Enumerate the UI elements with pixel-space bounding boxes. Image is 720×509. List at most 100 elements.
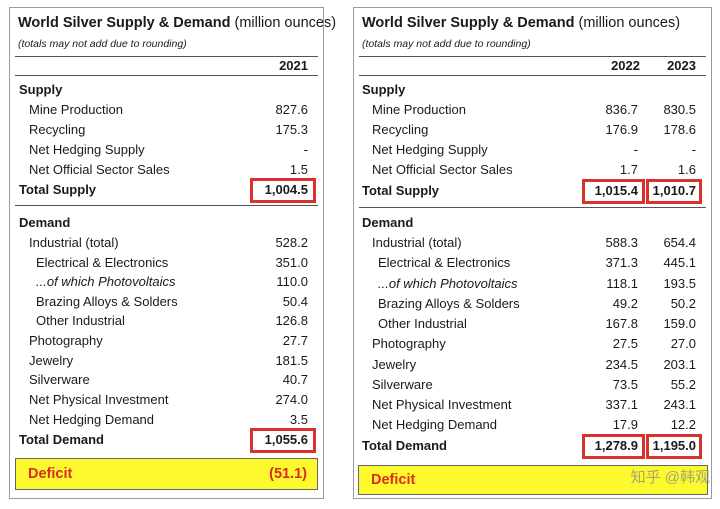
row-value: 445.1	[663, 255, 696, 270]
deficit-value: (51.1)	[269, 466, 307, 482]
row-value: 3.5	[289, 412, 308, 427]
title-text: World Silver Supply & Demand	[18, 15, 231, 31]
row-label: Other Industrial	[36, 313, 125, 328]
row-label: Other Industrial	[378, 316, 467, 331]
row-value: 243.1	[663, 397, 696, 412]
table-row: ...of which Photovoltaics 110.0	[10, 272, 323, 292]
row-label: Net Hedging Supply	[29, 142, 145, 157]
title-text: World Silver Supply & Demand	[362, 15, 575, 31]
row-value: 126.8	[275, 313, 308, 328]
row-value: 181.5	[275, 353, 308, 368]
highlight-box	[250, 428, 316, 453]
row-label: Net Official Sector Sales	[372, 162, 513, 177]
row-value: 351.0	[275, 255, 308, 270]
row-value: 1,055.6	[264, 432, 308, 447]
row-label: Recycling	[29, 122, 86, 137]
table-row: Brazing Alloys & Solders 50.4	[10, 292, 323, 312]
row-value: 1.7	[619, 162, 638, 177]
table-title: World Silver Supply & Demand (million ou…	[18, 15, 336, 31]
section-supply: Supply	[10, 80, 323, 100]
year-header: 2022	[611, 58, 640, 73]
row-label: Jewelry	[372, 357, 417, 372]
table-title: World Silver Supply & Demand (million ou…	[362, 15, 680, 31]
highlight-box	[646, 434, 702, 459]
row-value: 27.5	[612, 336, 638, 351]
table-row: Recycling 176.9 178.6	[354, 120, 711, 140]
row-value: 1,004.5	[264, 182, 308, 197]
row-value: -	[691, 142, 696, 157]
row-value: 827.6	[275, 102, 308, 117]
row-value: 1,278.9	[594, 438, 638, 453]
table-row: Brazing Alloys & Solders 49.2 50.2	[354, 294, 711, 314]
row-label: Demand	[19, 215, 71, 230]
table-row: Net Hedging Supply -	[10, 140, 323, 160]
section-supply: Supply	[354, 80, 711, 100]
row-label: Net Physical Investment	[372, 397, 512, 412]
table-row: Other Industrial 167.8 159.0	[354, 314, 711, 334]
row-value: 274.0	[275, 392, 308, 407]
table-row: Electrical & Electronics 351.0	[10, 253, 323, 273]
table-row: Silverware 40.7	[10, 370, 323, 390]
divider	[15, 205, 318, 206]
row-label: Jewelry	[29, 353, 74, 368]
total-supply-row: Total Supply 1,015.4 1,010.7	[354, 179, 711, 204]
title-units: (million ounces)	[578, 15, 681, 31]
row-value: 167.8	[605, 316, 638, 331]
table-row: Silverware 73.5 55.2	[354, 375, 711, 395]
highlight-box	[646, 179, 702, 204]
table-row: Other Industrial 126.8	[10, 311, 323, 331]
table-row: Net Hedging Demand 3.5	[10, 410, 323, 430]
row-value: 50.2	[670, 296, 696, 311]
row-label: Net Hedging Supply	[372, 142, 488, 157]
row-value: 49.2	[612, 296, 638, 311]
row-value: -	[633, 142, 638, 157]
row-label: Total Supply	[362, 183, 440, 198]
row-label: Mine Production	[29, 102, 123, 117]
year-header: 2021	[279, 58, 308, 73]
row-value: 588.3	[605, 235, 638, 250]
divider	[359, 75, 706, 76]
row-value: 110.0	[276, 274, 308, 289]
row-label: Recycling	[372, 122, 429, 137]
row-value: 118.1	[606, 276, 638, 291]
row-value: 55.2	[670, 377, 696, 392]
highlight-box	[582, 179, 645, 204]
row-value: 1,010.7	[652, 183, 696, 198]
watermark: 知乎 @韩观	[630, 469, 710, 486]
row-value: 27.0	[670, 336, 696, 351]
row-value: 40.7	[282, 372, 308, 387]
row-label: Photography	[372, 336, 446, 351]
row-value: 175.3	[275, 122, 308, 137]
row-value: 830.5	[663, 102, 696, 117]
row-label: Net Physical Investment	[29, 392, 169, 407]
row-label: Total Demand	[362, 438, 447, 453]
rounding-note: (totals may not add due to rounding)	[362, 38, 531, 50]
row-label: Silverware	[372, 377, 433, 392]
row-value: 654.4	[663, 235, 696, 250]
table-row: Net Physical Investment 337.1 243.1	[354, 395, 711, 415]
deficit-label: Deficit	[28, 466, 73, 482]
table-row: Electrical & Electronics 371.3 445.1	[354, 253, 711, 273]
year-header: 2023	[667, 58, 696, 73]
section-demand: Demand	[10, 213, 323, 233]
row-label: Mine Production	[372, 102, 466, 117]
row-label: Net Hedging Demand	[29, 412, 155, 427]
section-demand: Demand	[354, 213, 711, 233]
row-value: 1,195.0	[652, 438, 696, 453]
row-label: Electrical & Electronics	[36, 255, 169, 270]
row-label: Silverware	[29, 372, 90, 387]
row-value: 73.5	[612, 377, 638, 392]
table-row: Net Physical Investment 274.0	[10, 390, 323, 410]
row-value: 178.6	[663, 122, 696, 137]
divider	[15, 75, 318, 76]
row-value: 1,015.4	[594, 183, 638, 198]
deficit-bar: Deficit	[358, 465, 708, 495]
row-value: 27.7	[282, 333, 308, 348]
table-row: Mine Production 827.6	[10, 100, 323, 120]
table-row: ...of which Photovoltaics 118.1 193.5	[354, 274, 711, 294]
highlight-box	[250, 178, 316, 203]
row-label: ...of which Photovoltaics	[378, 276, 518, 291]
row-label: Industrial (total)	[29, 235, 119, 250]
row-label: Photography	[29, 333, 103, 348]
row-label: Industrial (total)	[372, 235, 462, 250]
